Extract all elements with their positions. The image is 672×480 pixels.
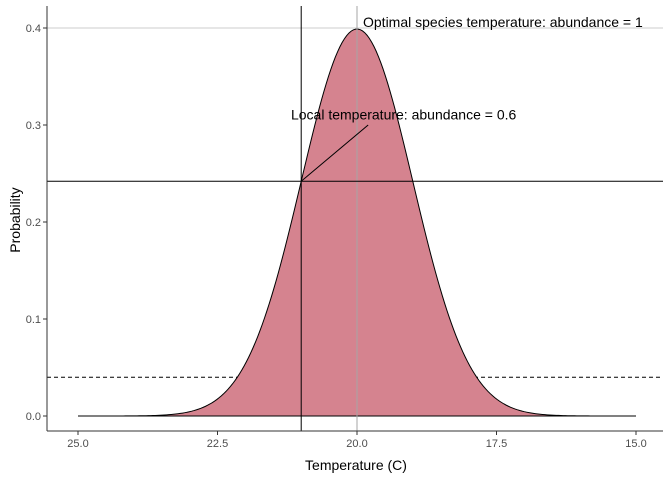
- x-axis-title: Temperature (C): [305, 457, 407, 473]
- x-tick-label: 25.0: [67, 438, 88, 450]
- y-tick-label: 0.3: [26, 120, 41, 132]
- y-tick-label: 0.2: [26, 217, 41, 229]
- y-tick-label: 0.1: [26, 314, 41, 326]
- x-tick-label: 17.5: [486, 438, 507, 450]
- y-tick-label: 0.0: [26, 411, 41, 423]
- annotation-pointer-line: [300, 124, 369, 182]
- y-axis-title: Probability: [7, 187, 23, 252]
- annotation-local: Local temperature: abundance = 0.6: [291, 106, 517, 122]
- annotation-optimal: Optimal species temperature: abundance =…: [363, 14, 643, 30]
- x-tick-label: 22.5: [207, 438, 228, 450]
- x-tick-label: 15.0: [625, 438, 646, 450]
- x-tick-label: 20.0: [346, 438, 367, 450]
- density-area: [89, 28, 636, 417]
- y-tick-label: 0.4: [26, 23, 41, 35]
